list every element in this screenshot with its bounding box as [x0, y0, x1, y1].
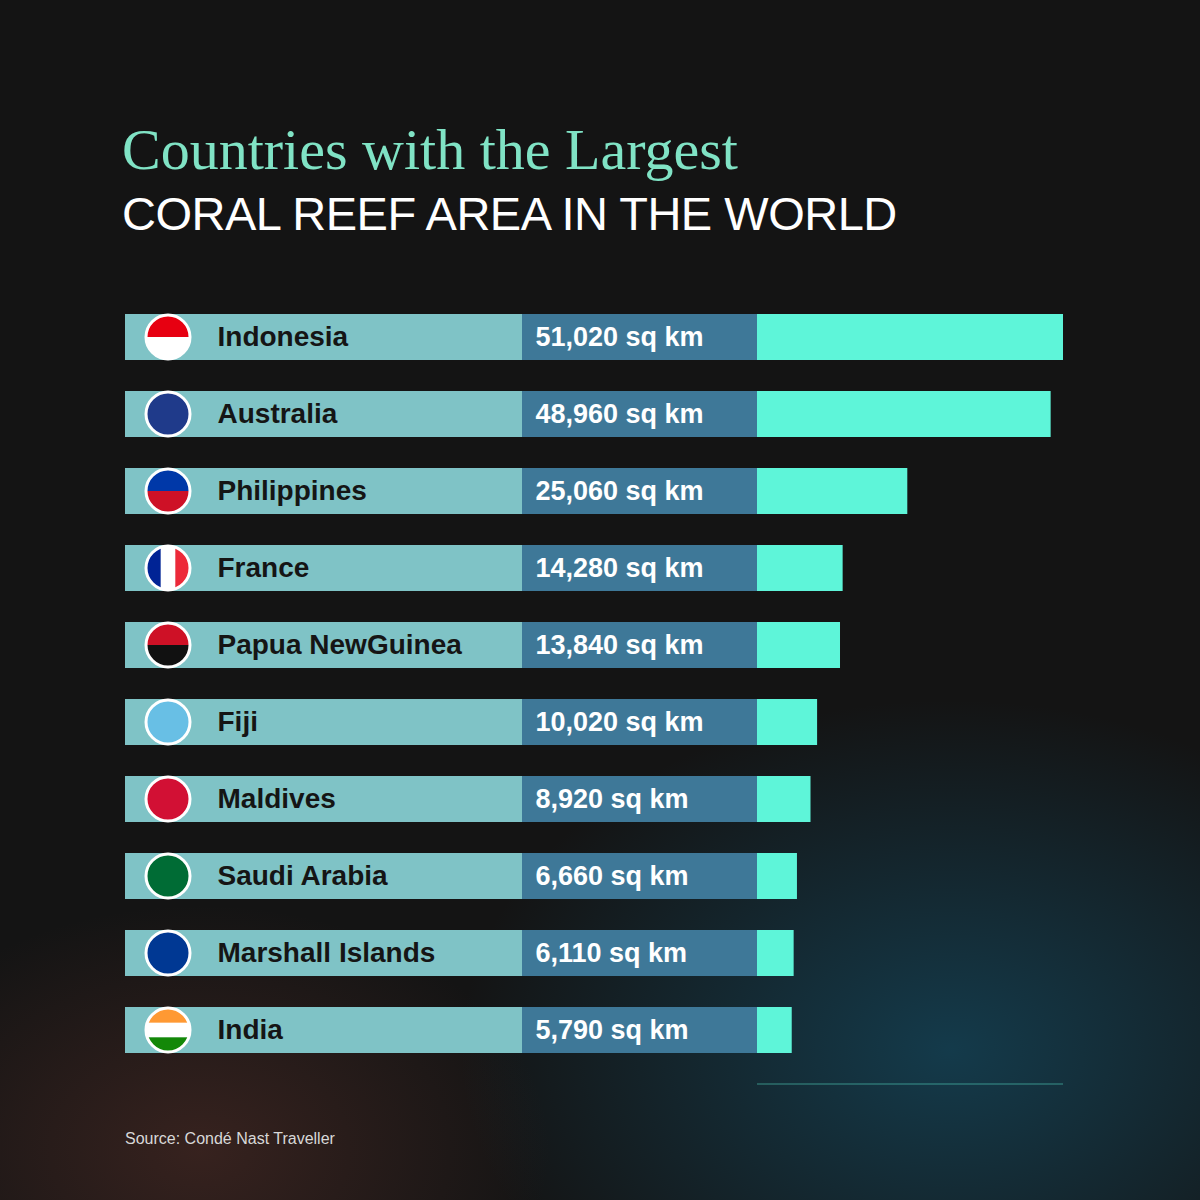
- svg-text:48,960 sq km: 48,960 sq km: [536, 399, 704, 429]
- svg-text:Australia: Australia: [218, 398, 338, 429]
- svg-text:25,060 sq km: 25,060 sq km: [536, 476, 704, 506]
- svg-text:Papua NewGuinea: Papua NewGuinea: [218, 629, 463, 660]
- svg-text:5,790 sq km: 5,790 sq km: [536, 1015, 689, 1045]
- html-text:CORAL REEF AREA IN THE WORLD: CORAL REEF AREA IN THE WORLD: [122, 187, 897, 240]
- svg-text:India: India: [218, 1014, 284, 1045]
- svg-text:13,840 sq km: 13,840 sq km: [536, 630, 704, 660]
- svg-text:8,920 sq km: 8,920 sq km: [536, 784, 689, 814]
- svg-text:51,020 sq km: 51,020 sq km: [536, 322, 704, 352]
- svg-text:Maldives: Maldives: [218, 783, 336, 814]
- svg-text:14,280 sq km: 14,280 sq km: [536, 553, 704, 583]
- svg-text:France: France: [218, 552, 310, 583]
- svg-text:6,660 sq km: 6,660 sq km: [536, 861, 689, 891]
- svg-text:Indonesia: Indonesia: [218, 321, 349, 352]
- svg-text:Marshall Islands: Marshall Islands: [218, 937, 436, 968]
- svg-text:6,110 sq km: 6,110 sq km: [536, 938, 688, 968]
- svg-text:Saudi Arabia: Saudi Arabia: [218, 860, 389, 891]
- svg-text:Philippines: Philippines: [218, 475, 367, 506]
- svg-text:Fiji: Fiji: [218, 706, 258, 737]
- html-text:Countries with the Largest: Countries with the Largest: [122, 117, 738, 182]
- html-text:Source: Condé Nast Traveller: Source: Condé Nast Traveller: [125, 1130, 335, 1147]
- svg-text:10,020 sq km: 10,020 sq km: [536, 707, 704, 737]
